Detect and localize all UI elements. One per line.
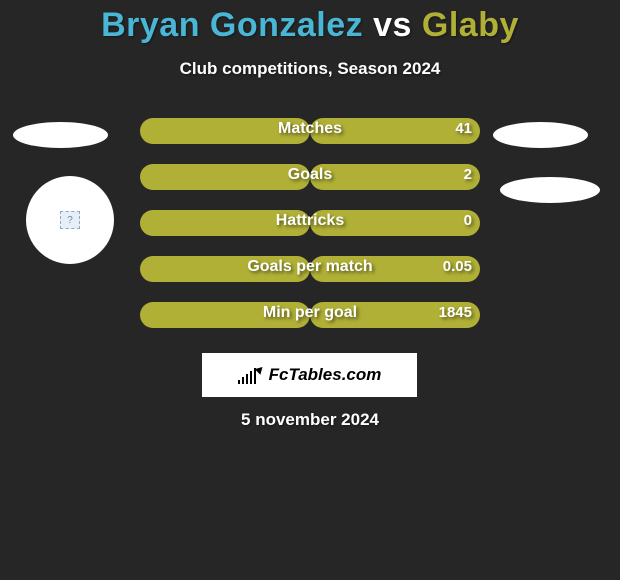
player2-name: Glaby bbox=[422, 6, 519, 44]
logo-text: FcTables.com bbox=[269, 365, 382, 385]
logo-bars-icon bbox=[238, 366, 256, 384]
date-label: 5 november 2024 bbox=[0, 410, 620, 430]
player1-name: Bryan Gonzalez bbox=[101, 6, 363, 44]
stat-label: Goals per match bbox=[0, 258, 620, 276]
stat-label: Min per goal bbox=[0, 304, 620, 322]
stat-value-right: 1845 bbox=[439, 304, 472, 321]
avatar-placeholder-icon: ? bbox=[60, 211, 80, 229]
stat-row: Min per goal1845 bbox=[0, 302, 620, 336]
stat-value-right: 0 bbox=[464, 212, 472, 229]
decoration-ellipse bbox=[493, 122, 588, 148]
stat-row: Goals per match0.05 bbox=[0, 256, 620, 290]
page-title: Bryan Gonzalez vs Glaby bbox=[0, 0, 620, 45]
logo-arrow-icon bbox=[254, 364, 265, 375]
logo: FcTables.com bbox=[202, 353, 417, 397]
stat-value-right: 0.05 bbox=[443, 258, 472, 275]
avatar: ? bbox=[26, 176, 114, 264]
title-separator: vs bbox=[373, 6, 412, 44]
stat-value-right: 41 bbox=[455, 120, 472, 137]
decoration-ellipse bbox=[500, 177, 600, 203]
decoration-ellipse bbox=[13, 122, 108, 148]
stat-value-right: 2 bbox=[464, 166, 472, 183]
subtitle: Club competitions, Season 2024 bbox=[0, 59, 620, 79]
